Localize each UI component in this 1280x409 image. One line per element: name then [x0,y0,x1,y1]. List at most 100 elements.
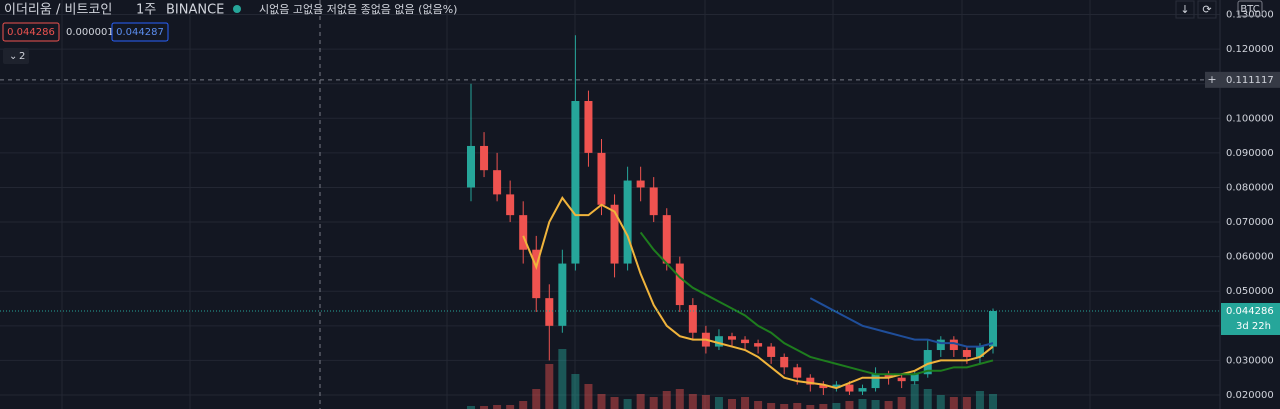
volume-bar [623,399,632,409]
candle-body [480,145,489,171]
reset-icon[interactable]: ⟳ [1202,3,1211,16]
volume-bar [701,395,710,409]
candle-body [584,100,593,153]
y-tick-label: 0.130000 [1226,10,1274,21]
candle-body [597,152,606,205]
volume-bar [571,374,580,409]
status: 시없음 고없음 저없음 종없음 없음 (없음%) [259,3,457,16]
legend-box [111,22,169,42]
volume-bar [584,384,593,409]
crosshair-plus: + [1207,73,1216,86]
symbol: 이더리움 / 비트코인 [4,3,112,18]
candle-body [871,374,880,389]
volume-bar [480,406,489,409]
candle-body [571,100,580,264]
currency[interactable]: BTC [1240,4,1259,15]
volume-bar [597,394,606,409]
y-tick-label: 0.060000 [1226,252,1274,263]
price-axis: 0.0200000.0300000.0400000.0500000.060000… [1205,10,1280,401]
volume-bar [832,403,841,409]
candle-body [493,170,502,195]
candle-body [688,305,697,333]
volume-bar [675,389,684,409]
candle-body [962,350,971,357]
candle-body [636,180,645,188]
candle-body [506,194,515,216]
candle-body [467,145,475,188]
candle-body [558,263,567,326]
scroll-button[interactable] [1175,0,1195,19]
volume-bar [910,384,919,409]
volume-bar [545,364,554,409]
y-tick-label: 0.120000 [1226,44,1274,55]
candle-body [728,336,736,340]
candle-body [832,384,841,389]
volume-bar [884,401,893,409]
candle-body [662,215,671,264]
candle-body [545,298,554,326]
volume-bar [649,397,658,409]
y-tick-label: 0.100000 [1226,113,1274,124]
volume-bar [467,406,475,409]
legend-value: 0.044286 [7,27,55,38]
candle-body [819,384,828,389]
volume-bar [871,400,880,409]
volume-bar [688,394,697,409]
candle-body [767,346,776,357]
volume-bar [728,399,736,409]
volume-bar [962,397,971,409]
collapse-count[interactable]: 2 [19,51,25,62]
currency-box[interactable] [1237,0,1263,17]
candle-body [623,180,632,264]
y-tick-label: 0.090000 [1226,148,1274,159]
volume-bar [975,391,984,409]
candle-body [649,187,658,216]
candle-body [741,339,750,344]
volume-bar [754,401,763,409]
legend: 0.044286 0.000001 0.044287 ⌄ 2 [2,22,169,64]
volume-bar [936,395,945,409]
crosshair-label: 0.111117 [1226,75,1274,86]
collapse-button[interactable] [3,48,29,64]
volume-bar [806,405,815,409]
candle-body [806,377,815,385]
last-price-box [1221,302,1280,335]
candle-body [989,310,997,347]
moving-average [522,195,994,390]
y-tick-label: 0.050000 [1226,286,1274,297]
volume-bar [532,389,541,409]
candle-body [754,343,763,347]
collapse-icon[interactable]: ⌄ [9,51,17,62]
scroll-icon[interactable]: ↓ [1180,3,1189,16]
candle-body [519,215,528,250]
header: 이더리움 / 비트코인 1주 BINANCE 시없음 고없음 저없음 종없음 없… [4,0,1263,19]
volume-bar [662,391,671,409]
volume-bar [989,394,997,409]
interval: 1주 [136,3,156,18]
legend-value: 0.044287 [116,27,164,38]
volume-bar [897,397,906,409]
candle-body [884,374,893,378]
countdown: 3d 22h [1236,321,1271,332]
candle-body [793,367,802,378]
last-price-label: 0.044286 [1226,306,1274,317]
volume-bar [506,405,515,409]
y-tick-label: 0.030000 [1226,355,1274,366]
volume-bar [714,397,723,409]
volume-bar [519,401,528,409]
candle-body [714,336,723,347]
y-tick-label: 0.070000 [1226,217,1274,228]
volume-bar [923,389,932,409]
volume-bar [767,403,776,409]
volume-bar [558,349,567,409]
reset-button[interactable] [1197,0,1217,19]
crosshair-label-box [1205,71,1280,88]
y-tick-label: 0.020000 [1226,390,1274,401]
volume-bar [949,397,958,409]
candle-body [858,388,867,392]
candle-body [845,384,854,392]
candle-body [936,339,945,351]
candle-body [780,356,789,368]
